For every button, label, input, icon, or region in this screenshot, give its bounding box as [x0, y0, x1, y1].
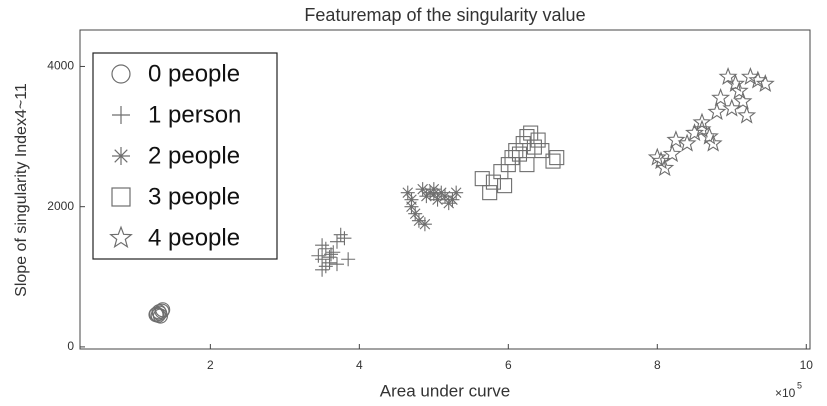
data-point: [519, 157, 535, 173]
data-point: [329, 257, 344, 272]
data-point: [726, 74, 745, 93]
legend-marker: [112, 106, 130, 124]
data-point: [722, 98, 742, 117]
y-axis-label: Slope of singularity Index4~11: [13, 83, 30, 297]
legend-marker: [111, 187, 131, 207]
data-point: [655, 158, 675, 177]
x-axis-label: Area under curve: [380, 381, 510, 400]
legend-marker: [109, 225, 133, 249]
data-point: [703, 133, 723, 152]
data-point: [408, 206, 423, 221]
legend-label: 0 people: [148, 60, 240, 87]
x-exponent: 5: [797, 380, 802, 390]
data-point: [315, 238, 330, 253]
data-point: [430, 192, 445, 207]
data-point: [445, 192, 460, 207]
data-point: [692, 112, 712, 131]
data-point: [711, 88, 731, 107]
x-exponent-base: ×10: [775, 386, 796, 400]
data-point: [318, 259, 333, 274]
legend-marker: [112, 147, 130, 165]
data-point: [415, 182, 430, 197]
data-point: [748, 70, 768, 89]
data-point: [662, 144, 682, 163]
data-point: [315, 262, 330, 277]
data-point: [647, 147, 667, 166]
data-point: [426, 187, 441, 202]
data-point: [497, 178, 513, 194]
y-tick-label: 4000: [47, 59, 74, 73]
x-tick-label: 10: [800, 358, 814, 372]
data-point: [329, 234, 344, 249]
x-tick-label: 2: [207, 358, 214, 372]
data-point: [737, 105, 757, 124]
data-point: [733, 91, 753, 110]
data-point: [685, 123, 705, 142]
data-point: [322, 250, 337, 265]
data-point: [718, 66, 738, 86]
data-point: [549, 150, 565, 166]
data-point: [755, 74, 775, 93]
data-point: [417, 217, 432, 232]
data-point: [404, 192, 419, 207]
data-point: [337, 231, 352, 246]
data-point: [677, 133, 697, 152]
legend-marker: [111, 64, 131, 84]
data-point: [311, 248, 326, 263]
legend-label: 4 people: [148, 224, 240, 251]
data-point: [400, 185, 415, 200]
data-point: [151, 304, 167, 320]
data-point: [411, 213, 426, 228]
data-point: [333, 227, 348, 242]
y-tick-label: 0: [67, 339, 74, 353]
data-point: [545, 153, 561, 169]
data-point: [534, 143, 550, 159]
data-point: [449, 185, 464, 200]
x-tick-label: 6: [505, 358, 512, 372]
chart-title: Featuremap of the singularity value: [304, 5, 585, 25]
legend-label: 2 people: [148, 142, 240, 169]
y-tick-label: 2000: [47, 199, 74, 213]
data-point: [666, 130, 686, 149]
legend-label: 1 person: [148, 101, 241, 128]
data-point: [530, 132, 546, 148]
data-point: [651, 151, 671, 170]
data-point: [482, 185, 498, 201]
legend-label: 3 people: [148, 183, 240, 210]
data-point: [707, 102, 727, 121]
data-point: [404, 199, 419, 214]
data-point: [740, 66, 760, 86]
data-point: [692, 119, 712, 138]
data-point: [324, 247, 339, 262]
data-point: [341, 252, 356, 267]
x-tick-label: 8: [654, 358, 661, 372]
x-tick-label: 4: [356, 358, 363, 372]
data-point: [155, 302, 171, 318]
data-point: [438, 189, 452, 204]
data-point: [729, 81, 749, 100]
